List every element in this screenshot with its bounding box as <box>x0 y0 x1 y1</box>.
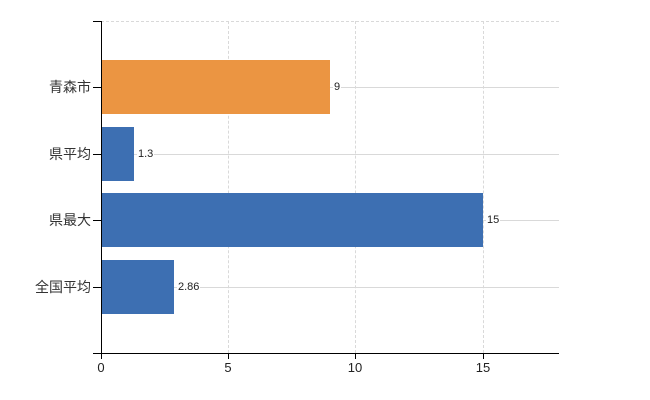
bar-県平均 <box>102 127 134 181</box>
category-axis-tick <box>93 154 101 155</box>
x-tick-label: 15 <box>475 360 491 375</box>
gridline-h <box>101 87 559 88</box>
x-tick-label: 0 <box>97 360 105 375</box>
value-axis-tick <box>483 353 484 359</box>
category-label: 青森市 <box>49 79 91 95</box>
category-axis-boundary-tick <box>93 21 101 22</box>
x-tick-label: 5 <box>224 360 232 375</box>
gridline-v <box>482 21 484 353</box>
category-label: 全国平均 <box>35 279 91 295</box>
x-axis <box>93 353 559 354</box>
bar-県最大 <box>102 193 483 247</box>
bar-青森市 <box>102 60 330 114</box>
plot-top-border <box>101 21 559 22</box>
x-tick-label: 10 <box>347 360 363 375</box>
bar-value-label: 1.3 <box>137 147 155 161</box>
category-axis-tick <box>93 87 101 88</box>
bar-全国平均 <box>102 260 174 314</box>
gridline-h <box>101 154 559 155</box>
gridline-h <box>101 287 559 288</box>
category-axis-tick <box>93 220 101 221</box>
y-axis <box>101 21 102 353</box>
bar-value-label: 2.86 <box>177 280 201 294</box>
category-label: 県最大 <box>49 212 91 228</box>
category-label: 県平均 <box>49 146 91 162</box>
gridline-v <box>228 21 230 353</box>
bar-value-label: 15 <box>486 213 501 227</box>
gridline-v <box>355 21 357 353</box>
value-axis-tick <box>101 353 102 359</box>
bar-value-label: 9 <box>333 80 342 94</box>
value-axis-tick <box>228 353 229 359</box>
category-axis-tick <box>93 287 101 288</box>
value-axis-tick <box>355 353 356 359</box>
